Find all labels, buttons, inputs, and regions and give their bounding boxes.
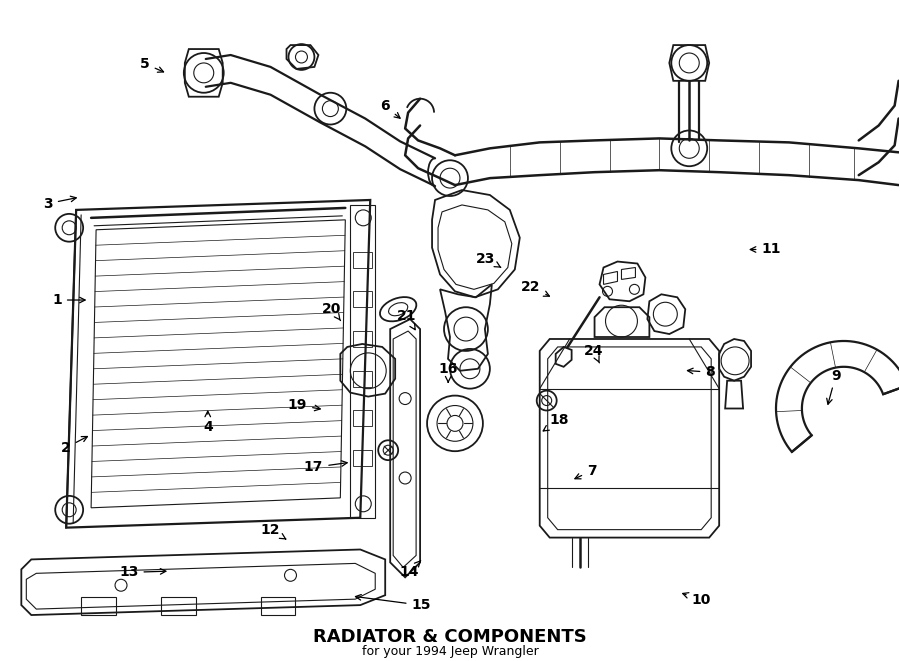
Text: 21: 21 [397, 309, 417, 330]
Text: 18: 18 [544, 413, 569, 431]
Text: 16: 16 [438, 362, 458, 382]
Text: 15: 15 [356, 594, 431, 612]
Text: 23: 23 [476, 252, 501, 268]
Text: 24: 24 [584, 344, 603, 363]
Text: 5: 5 [140, 57, 164, 72]
Text: 6: 6 [381, 99, 400, 118]
Text: RADIATOR & COMPONENTS: RADIATOR & COMPONENTS [313, 628, 587, 646]
Text: for your 1994 Jeep Wrangler: for your 1994 Jeep Wrangler [362, 645, 538, 658]
Text: 9: 9 [827, 368, 841, 405]
Text: 14: 14 [400, 561, 420, 580]
Text: 3: 3 [43, 196, 76, 211]
Text: 13: 13 [119, 565, 166, 580]
Text: 8: 8 [688, 366, 716, 379]
Text: 11: 11 [751, 243, 781, 256]
Text: 17: 17 [304, 461, 347, 475]
Text: 2: 2 [61, 436, 87, 455]
Text: 10: 10 [683, 593, 711, 607]
Text: 12: 12 [261, 523, 286, 539]
Text: 20: 20 [322, 301, 341, 321]
Text: 19: 19 [288, 398, 320, 412]
Text: 22: 22 [521, 280, 549, 296]
Text: 7: 7 [575, 463, 597, 479]
Text: 4: 4 [202, 411, 212, 434]
Text: 1: 1 [52, 293, 86, 307]
